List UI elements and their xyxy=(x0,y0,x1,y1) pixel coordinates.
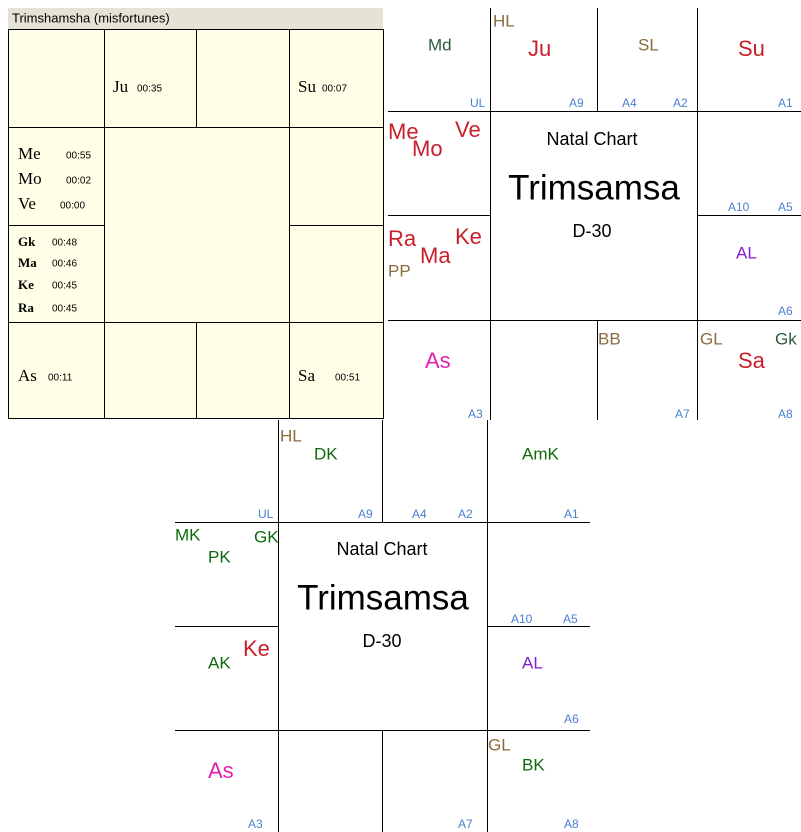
label: Su xyxy=(738,36,765,61)
time: 00:00 xyxy=(60,201,85,212)
label: GK xyxy=(254,527,279,546)
center-name: Trimsamsa xyxy=(297,578,469,617)
house-label: A8 xyxy=(778,407,793,421)
label: Md xyxy=(428,35,452,54)
center-title: Natal Chart xyxy=(336,539,427,559)
label: As xyxy=(425,348,451,373)
center-division: D-30 xyxy=(572,221,611,241)
planet: Ra xyxy=(18,300,34,315)
house-label: A7 xyxy=(675,407,690,421)
planet: Ke xyxy=(18,277,34,292)
time: 00:46 xyxy=(52,259,77,270)
chart-lines xyxy=(175,420,590,832)
house-label: UL xyxy=(470,96,486,110)
label: AK xyxy=(208,653,231,672)
time: 00:55 xyxy=(66,151,91,162)
label: Ra xyxy=(388,226,417,251)
house-label: A2 xyxy=(458,507,473,521)
house-label: A5 xyxy=(563,612,578,626)
time: 00:11 xyxy=(48,373,73,384)
label: PK xyxy=(208,547,231,566)
time: 00:07 xyxy=(322,84,347,95)
time: 00:48 xyxy=(52,238,77,249)
house-label: UL xyxy=(258,507,274,521)
label: AL xyxy=(736,243,757,262)
planet: Ma xyxy=(18,255,37,270)
label: Gk xyxy=(775,329,797,348)
label: Ke xyxy=(243,636,270,661)
label: As xyxy=(208,758,234,783)
house-label: A4 xyxy=(622,96,637,110)
label: Ke xyxy=(455,224,482,249)
label: Ve xyxy=(455,117,481,142)
label: HL xyxy=(493,11,515,30)
chart-lines xyxy=(388,8,801,420)
house-label: A10 xyxy=(728,200,750,214)
house-label: A7 xyxy=(458,817,473,831)
house-label: A4 xyxy=(412,507,427,521)
time: 00:45 xyxy=(52,304,77,315)
label: SL xyxy=(638,35,659,54)
house-label: A10 xyxy=(511,612,533,626)
label: Mo xyxy=(412,136,443,161)
panel-title: Trimshamsha (misfortunes) xyxy=(12,10,170,25)
table-lines xyxy=(8,29,383,418)
house-label: A3 xyxy=(468,407,483,421)
time: 00:35 xyxy=(137,84,162,95)
house-label: A8 xyxy=(564,817,579,831)
planet: Me xyxy=(18,144,41,163)
planet: Mo xyxy=(18,169,42,188)
title-bar xyxy=(8,8,383,29)
label: AL xyxy=(522,653,543,672)
planet: As xyxy=(18,366,37,385)
time: 00:45 xyxy=(52,281,77,292)
planet: Ju xyxy=(113,77,129,96)
house-label: A9 xyxy=(569,96,584,110)
label: DK xyxy=(314,444,338,463)
label: GL xyxy=(488,735,511,754)
label: Ma xyxy=(420,243,451,268)
label: GL xyxy=(700,329,723,348)
time: 00:51 xyxy=(335,373,360,384)
house-label: A2 xyxy=(673,96,688,110)
house-label: A9 xyxy=(358,507,373,521)
planet: Gk xyxy=(18,234,36,249)
house-label: A3 xyxy=(248,817,263,831)
house-label: A1 xyxy=(778,96,793,110)
time: 00:02 xyxy=(66,176,91,187)
label: PP xyxy=(388,261,411,280)
label: AmK xyxy=(522,444,560,463)
house-label: A1 xyxy=(564,507,579,521)
label: BK xyxy=(522,755,545,774)
label: HL xyxy=(280,426,302,445)
planet: Su xyxy=(298,77,316,96)
house-label: A5 xyxy=(778,200,793,214)
planet: Ve xyxy=(18,194,36,213)
label: Ju xyxy=(528,36,551,61)
label: Me xyxy=(388,119,419,144)
center-name: Trimsamsa xyxy=(508,168,680,207)
center-title: Natal Chart xyxy=(546,129,637,149)
label: MK xyxy=(175,525,201,544)
house-label: A6 xyxy=(564,712,579,726)
label: Sa xyxy=(738,348,766,373)
planet: Sa xyxy=(298,366,315,385)
house-label: A6 xyxy=(778,304,793,318)
label: BB xyxy=(598,329,621,348)
center-division: D-30 xyxy=(362,631,401,651)
